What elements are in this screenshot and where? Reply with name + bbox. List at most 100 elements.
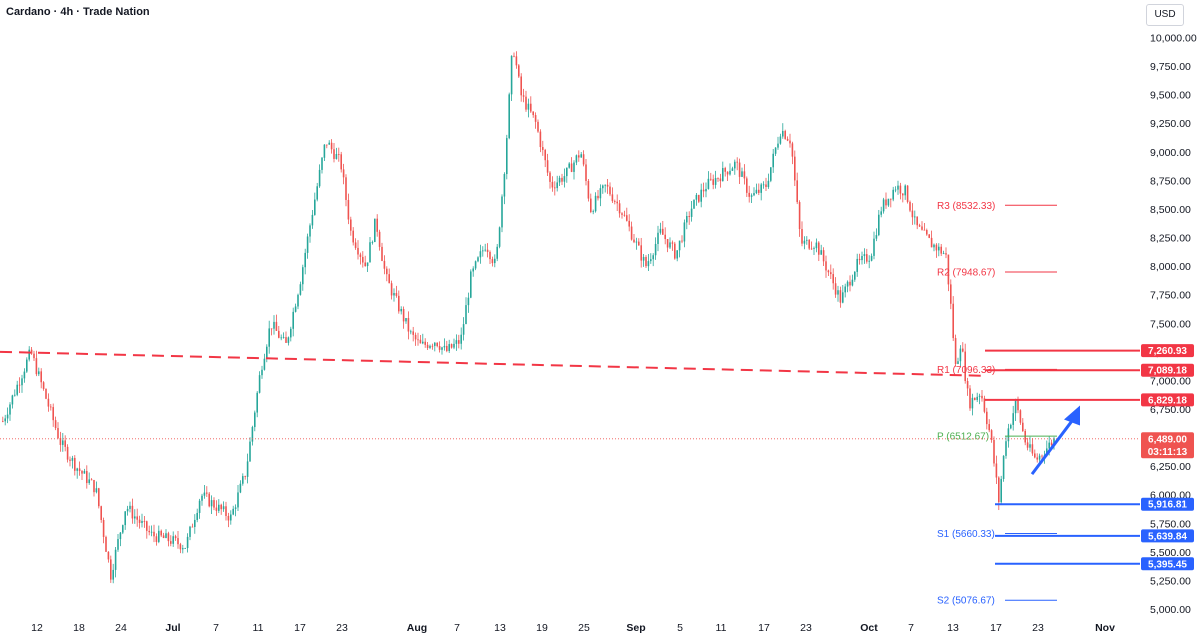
candle-body xyxy=(602,185,604,189)
candle-body xyxy=(1048,442,1050,449)
candle-body xyxy=(635,241,638,243)
candle-body xyxy=(244,476,246,477)
candle-body xyxy=(374,218,376,242)
y-tick-label: 9,750.00 xyxy=(1150,61,1191,73)
candle-body xyxy=(676,250,678,259)
candle-body xyxy=(993,439,995,464)
candle-body xyxy=(558,177,561,183)
price-tag xyxy=(1141,557,1194,571)
candle-body xyxy=(170,541,172,544)
candle-body xyxy=(606,184,609,187)
candle-body xyxy=(270,328,273,330)
candle-body xyxy=(942,253,945,254)
candle-body xyxy=(808,239,810,249)
candle-body xyxy=(837,290,839,295)
candle-body xyxy=(278,330,280,338)
candle-body xyxy=(621,213,623,215)
y-tick-label: 6,250.00 xyxy=(1150,461,1191,473)
y-tick-label: 5,500.00 xyxy=(1150,547,1191,559)
candle-body xyxy=(556,182,558,189)
candle-body xyxy=(933,244,935,248)
price-tag-label: 7,089.18 xyxy=(1148,366,1187,377)
candle-body xyxy=(534,115,537,122)
candle-body xyxy=(160,530,162,536)
candle-body xyxy=(50,406,52,408)
candle-body xyxy=(858,258,861,261)
candle-body xyxy=(753,193,755,196)
candle-body xyxy=(256,392,258,413)
candle-body xyxy=(832,274,834,284)
candle-body xyxy=(722,168,724,182)
candle-body xyxy=(314,199,316,215)
candle-body xyxy=(184,548,186,549)
candle-body xyxy=(258,375,261,393)
candle-body xyxy=(1038,455,1041,460)
candle-body xyxy=(1036,457,1038,460)
candle-body xyxy=(110,559,112,580)
candle-body xyxy=(957,361,959,364)
candle-body xyxy=(263,358,266,370)
candle-body xyxy=(731,168,734,171)
candle-body xyxy=(414,334,417,340)
candle-body xyxy=(885,199,887,206)
x-tick-label: 13 xyxy=(494,622,506,634)
candle-body xyxy=(1000,478,1002,503)
candle-body xyxy=(450,344,453,348)
candle-body xyxy=(894,189,897,191)
candle-body xyxy=(232,508,234,515)
candle-body xyxy=(551,181,554,188)
candle-body xyxy=(813,248,815,249)
x-tick-label: Jul xyxy=(165,622,180,634)
x-tick-label: Aug xyxy=(407,622,427,634)
candle-body xyxy=(566,167,568,177)
x-tick-label: 18 xyxy=(73,622,85,634)
candle-body xyxy=(830,272,832,275)
candle-body xyxy=(434,342,436,346)
candle-body xyxy=(182,548,184,550)
candle-body xyxy=(134,516,136,519)
candle-body xyxy=(338,153,340,155)
y-tick-label: 8,000.00 xyxy=(1150,261,1191,273)
y-tick-label: 8,750.00 xyxy=(1150,175,1191,187)
y-tick-label: 6,750.00 xyxy=(1150,404,1191,416)
candle-body xyxy=(297,294,299,307)
candle-body xyxy=(935,244,938,251)
candle-body xyxy=(321,157,323,170)
candle-body xyxy=(150,531,153,533)
x-tick-label: 7 xyxy=(454,622,460,634)
candle-body xyxy=(1026,442,1029,448)
candle-body xyxy=(1031,444,1034,454)
x-axis: 12 18 24 Jul 7 11 17 23 Aug 7 13 19 25 Sep 5 11 17 23 Oct 7… xyxy=(31,622,1115,634)
candle-body xyxy=(592,211,594,213)
candle-body xyxy=(760,184,762,193)
currency-button[interactable]: USD xyxy=(1146,4,1184,26)
candle-body xyxy=(520,76,522,96)
candle-body xyxy=(878,214,880,236)
candle-body xyxy=(542,147,544,150)
candle-body xyxy=(395,293,398,296)
candle-body xyxy=(501,196,503,228)
candle-body xyxy=(614,201,616,202)
candle-body xyxy=(362,256,364,263)
candle-body xyxy=(64,440,66,447)
candle-body xyxy=(904,185,906,196)
candle-body xyxy=(906,185,909,202)
candle-body xyxy=(328,142,330,145)
candle-body xyxy=(350,219,352,231)
y-tick-label: 7,000.00 xyxy=(1150,375,1191,387)
candle-body xyxy=(671,242,674,244)
candle-body xyxy=(770,167,772,181)
candle-body xyxy=(465,305,467,325)
candle-body xyxy=(318,169,321,187)
candle-body xyxy=(462,324,465,335)
candle-body xyxy=(371,241,374,243)
candle-body xyxy=(215,507,218,511)
price-tag-label: 5,639.84 xyxy=(1148,531,1187,542)
candle-body xyxy=(527,103,530,110)
candle-body xyxy=(330,142,333,150)
candle-body xyxy=(998,477,1000,503)
candle-body xyxy=(561,177,563,182)
candle-body xyxy=(323,144,326,158)
candle-body xyxy=(218,504,220,511)
